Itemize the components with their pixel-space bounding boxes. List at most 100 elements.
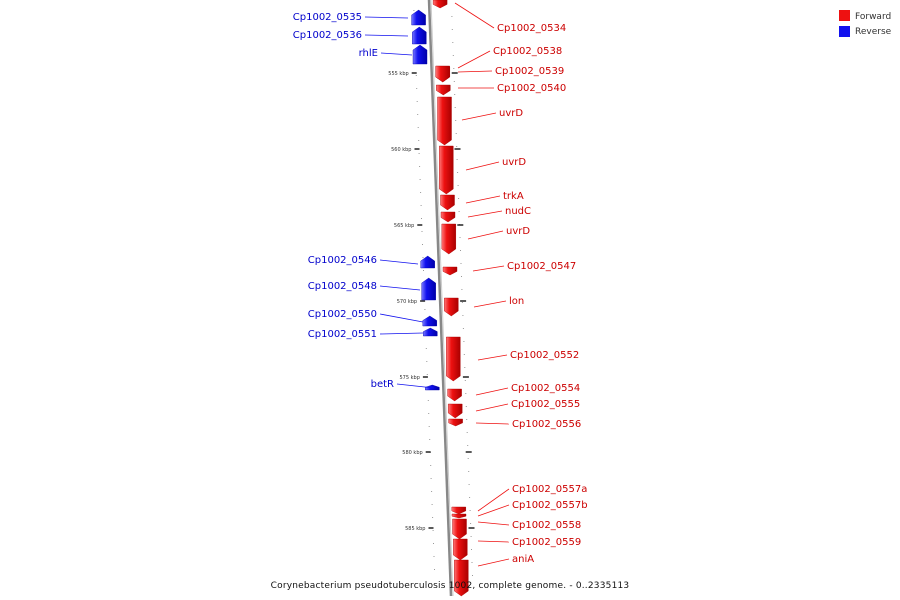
gene-arrow-cp1002-0558[interactable] [452,518,467,540]
gene-label-cp1002-0548[interactable]: Cp1002_0548 [308,281,377,292]
legend-label-forward: Forward [855,12,891,22]
gene-arrow-uvrd[interactable] [441,223,456,255]
gene-arrow-cp1002-0539[interactable] [435,65,450,83]
guide-dot-reverse [428,413,430,414]
gene-arrow-uvrd[interactable] [437,96,452,146]
gene-label-lon[interactable]: lon [509,296,524,307]
label-connector [477,488,510,512]
gene-label-cp1002-0540[interactable]: Cp1002_0540 [497,83,566,94]
gene-label-cp1002-0558[interactable]: Cp1002_0558 [512,520,581,531]
label-connector [457,70,493,73]
gene-arrow-rhle[interactable] [412,44,428,65]
tick-label: 560 kbp [391,147,411,153]
label-connector [379,259,419,265]
gene-label-rhle[interactable]: rhlE [359,48,378,59]
gene-arrow-cp1002-0556[interactable] [448,418,463,427]
gene-label-cp1002-0536[interactable]: Cp1002_0536 [293,30,362,41]
label-connector [364,34,409,37]
gene-arrow-cp1002-0548[interactable] [421,277,436,301]
genome-axis [427,0,453,597]
gene-arrow-cp1002-0559[interactable] [453,538,468,561]
guide-dot-reverse [422,257,424,258]
guide-dot-forward [453,81,455,82]
guide-dot-reverse [430,465,432,466]
gene-label-nudc[interactable]: nudC [505,206,531,217]
gene-label-uvrd[interactable]: uvrD [502,157,526,168]
guide-dot-reverse [426,361,428,362]
guide-dot-reverse [429,439,431,440]
gene-label-uvrd[interactable]: uvrD [499,108,523,119]
guide-dot-reverse [426,374,428,375]
guide-dot-reverse [432,530,434,531]
gene-label-cp1002-0555[interactable]: Cp1002_0555 [511,399,580,410]
gene-label-uvrd[interactable]: uvrD [506,226,530,237]
gene-arrow-cp1002-0536[interactable] [412,26,427,45]
label-connector [472,265,505,272]
gene-label-cp1002-0539[interactable]: Cp1002_0539 [495,66,564,77]
gene-arrow-trka[interactable] [440,194,455,211]
guide-dot-reverse [422,244,423,245]
gene-label-cp1002-0557b[interactable]: Cp1002_0557b [512,500,588,511]
guide-dot-forward [467,458,469,459]
guide-dot-forward [470,523,472,524]
gene-arrow-nudc[interactable] [440,211,456,223]
guide-dot-forward [458,211,460,212]
guide-dot-forward [463,341,465,342]
gene-label-betr[interactable]: betR [371,379,394,390]
guide-dot-reverse [418,140,420,141]
guide-dot-reverse [433,543,434,544]
gene-label-cp1002-0546[interactable]: Cp1002_0546 [308,255,377,266]
guide-dot-reverse [431,504,433,505]
guide-dot-forward [461,302,463,303]
gene-arrow-cp1002-0546[interactable] [420,255,435,269]
guide-dot-reverse [423,270,424,271]
guide-dot-reverse [420,192,422,193]
gene-arrow-cp1002-0551[interactable] [423,327,438,337]
label-connector [475,422,510,425]
gene-arrow-cp1002-0540[interactable] [436,84,451,96]
guide-dot-reverse [427,400,429,401]
gene-arrow-cp1002-0552[interactable] [446,336,461,382]
gene-label-ania[interactable]: aniA [512,554,534,565]
guide-dot-reverse [416,88,418,89]
gene-label-cp1002-0535[interactable]: Cp1002_0535 [293,12,362,23]
gene-arrow-uvrd[interactable] [439,145,454,195]
guide-dot-reverse [415,75,417,76]
guide-dot-reverse [424,309,426,310]
guide-dot-reverse [417,114,419,115]
gene-label-cp1002-0534[interactable]: Cp1002_0534 [497,23,566,34]
label-connector [477,354,508,361]
gene-label-cp1002-0554[interactable]: Cp1002_0554 [511,383,580,394]
label-connector [396,383,435,389]
gene-arrow-cp1002-0534[interactable] [432,0,448,9]
gene-label-cp1002-0551[interactable]: Cp1002_0551 [308,329,377,340]
guide-dot-forward [452,55,454,56]
gene-arrow-cp1002-0557b[interactable] [451,513,467,519]
gene-arrow-cp1002-0535[interactable] [411,9,426,26]
gene-label-cp1002-0547[interactable]: Cp1002_0547 [507,261,576,272]
gene-arrow-ania[interactable] [454,559,469,597]
gene-arrow-cp1002-0555[interactable] [448,403,463,419]
gene-label-cp1002-0559[interactable]: Cp1002_0559 [512,537,581,548]
gene-label-cp1002-0552[interactable]: Cp1002_0552 [510,350,579,361]
guide-dot-reverse [418,153,420,154]
label-connector [477,558,510,567]
label-connector [461,112,497,121]
gene-label-trka[interactable]: trkA [503,191,524,202]
gene-label-cp1002-0550[interactable]: Cp1002_0550 [308,309,377,320]
guide-dot-forward [457,172,459,173]
gene-arrow-cp1002-0550[interactable] [422,315,437,327]
legend-label-reverse: Reverse [855,27,892,37]
gene-label-cp1002-0557a[interactable]: Cp1002_0557a [512,484,587,495]
gene-arrow-cp1002-0557a[interactable] [451,506,466,515]
guide-dot-forward [468,484,470,485]
gene-arrow-lon[interactable] [444,297,459,317]
gene-arrow-cp1002-0554[interactable] [447,388,462,402]
gene-label-cp1002-0556[interactable]: Cp1002_0556 [512,419,581,430]
label-connector [465,195,501,204]
tick-label: 580 kbp [402,450,422,456]
gene-arrow-cp1002-0547[interactable] [442,266,458,276]
label-connector [467,210,503,218]
guide-dot-forward [469,497,471,498]
gene-label-cp1002-0538[interactable]: Cp1002_0538 [493,46,562,57]
